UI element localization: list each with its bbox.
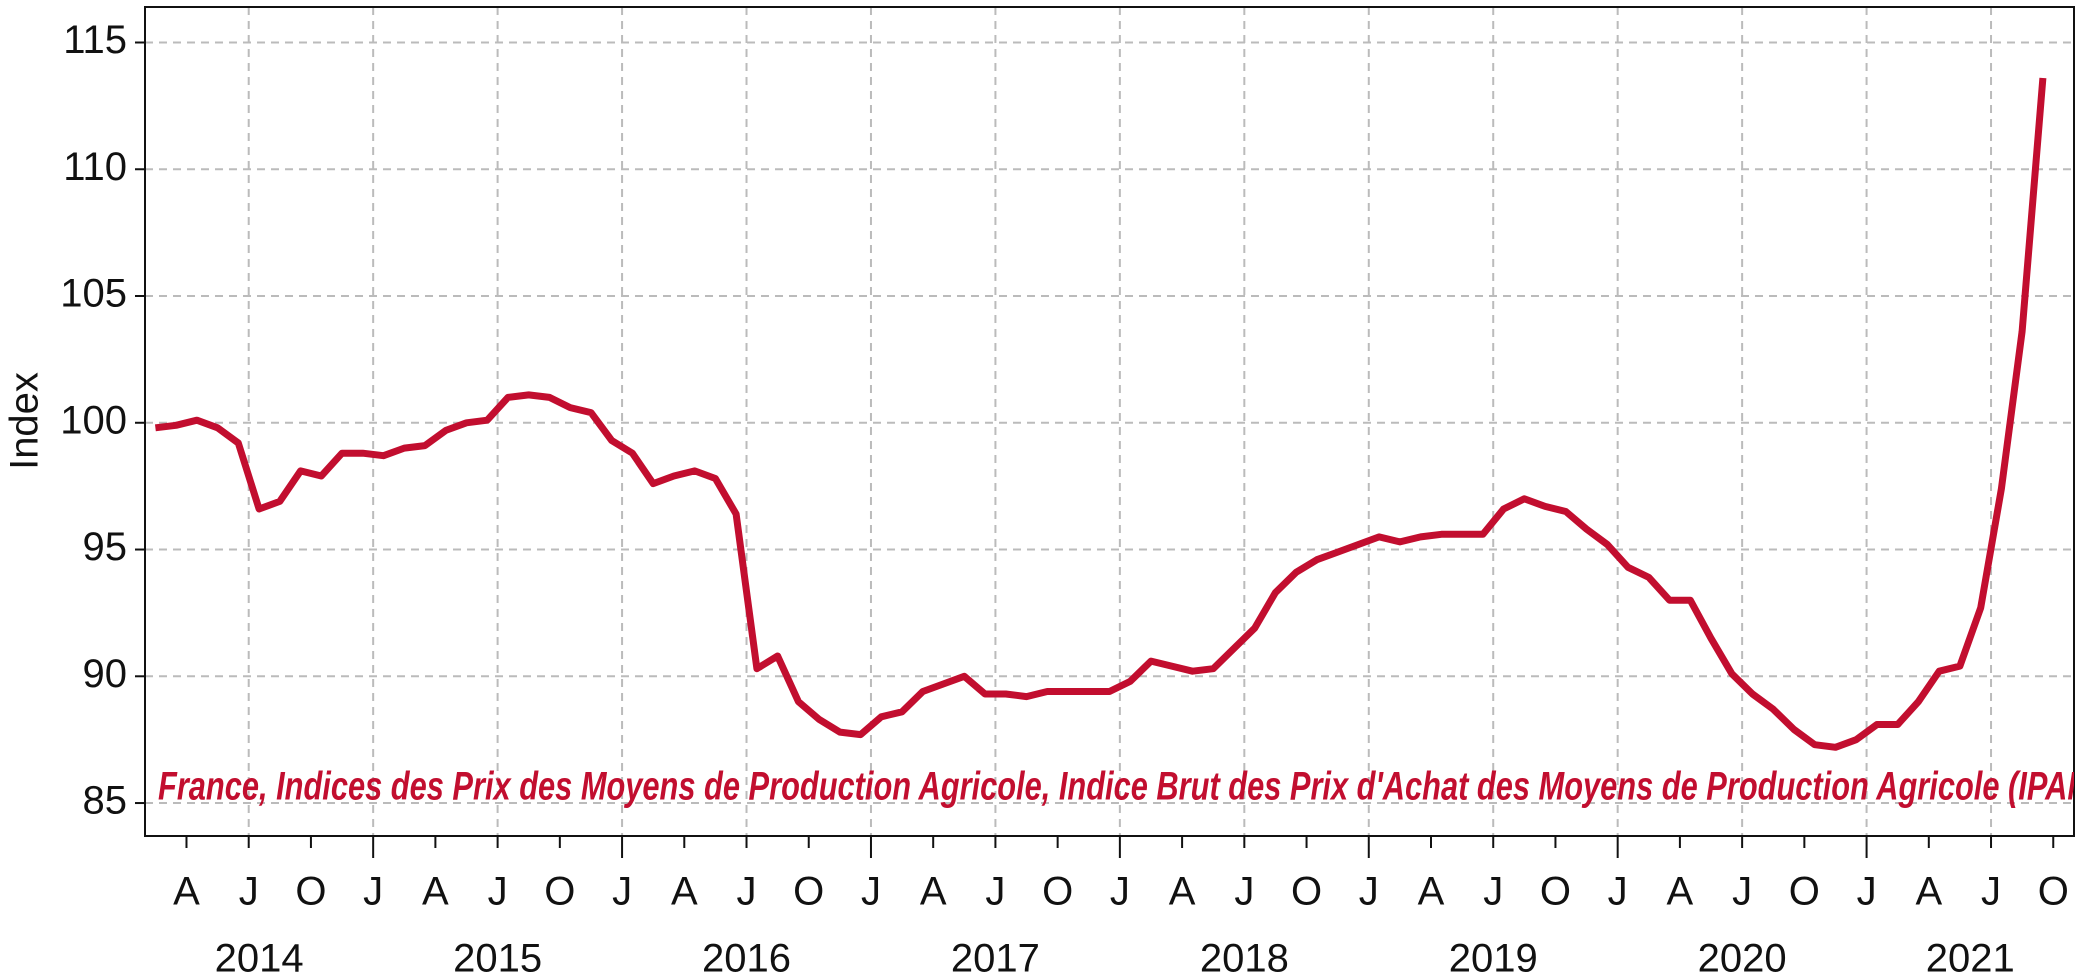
x-tick-label: J <box>737 870 757 914</box>
year-label: 2019 <box>1449 937 1538 975</box>
y-axis-label: Index <box>3 372 47 470</box>
y-tick-label: 100 <box>60 398 127 442</box>
year-label: 2018 <box>1200 937 1289 975</box>
x-tick-label: O <box>2038 870 2069 914</box>
x-tick-label: O <box>1042 870 1073 914</box>
year-label: 2020 <box>1698 937 1787 975</box>
year-label: 2021 <box>1926 937 2015 975</box>
x-tick-label: O <box>295 870 326 914</box>
plot-frame <box>144 6 2075 837</box>
year-label: 2017 <box>951 937 1040 975</box>
x-tick-label: A <box>1169 870 1196 914</box>
year-label: 2014 <box>215 937 304 975</box>
x-tick-label: A <box>1418 870 1445 914</box>
x-tick-label: O <box>1291 870 1322 914</box>
x-tick-label: J <box>1359 870 1379 914</box>
x-tick-label: J <box>1234 870 1254 914</box>
x-tick-label: A <box>422 870 449 914</box>
x-tick-label: J <box>1981 870 2001 914</box>
y-tick-label: 95 <box>83 525 128 569</box>
y-tick-label: 85 <box>83 779 128 823</box>
x-tick-label: O <box>1540 870 1571 914</box>
x-tick-label: J <box>612 870 632 914</box>
y-tick-label: 90 <box>83 652 128 696</box>
x-tick-label: O <box>793 870 824 914</box>
x-tick-label: J <box>1110 870 1130 914</box>
plot-area: France, Indices des Prix des Moyens de P… <box>154 77 2087 809</box>
y-tick-label: 115 <box>63 18 127 62</box>
annotation: France, Indices des Prix des Moyens de P… <box>158 765 2087 809</box>
x-tick-label: A <box>920 870 947 914</box>
year-label: 2015 <box>453 937 542 975</box>
x-tick-label: O <box>544 870 575 914</box>
x-tick-label: J <box>239 870 259 914</box>
x-tick-label: J <box>488 870 508 914</box>
y-tick-label: 105 <box>60 272 127 316</box>
x-tick-label: J <box>363 870 383 914</box>
y-tick-label: 110 <box>63 145 127 189</box>
x-tick-label: A <box>173 870 200 914</box>
x-tick-label: A <box>671 870 698 914</box>
x-tick-label: O <box>1789 870 1820 914</box>
x-tick-label: J <box>1857 870 1877 914</box>
x-tick-label: A <box>1915 870 1942 914</box>
x-tick-label: J <box>1483 870 1503 914</box>
x-tick-label: J <box>1732 870 1752 914</box>
x-tick-label: J <box>985 870 1005 914</box>
data-line <box>154 77 2047 751</box>
x-tick-label: A <box>1667 870 1694 914</box>
year-label: 2016 <box>702 937 791 975</box>
x-tick-label: J <box>1608 870 1628 914</box>
x-tick-label: J <box>861 870 881 914</box>
